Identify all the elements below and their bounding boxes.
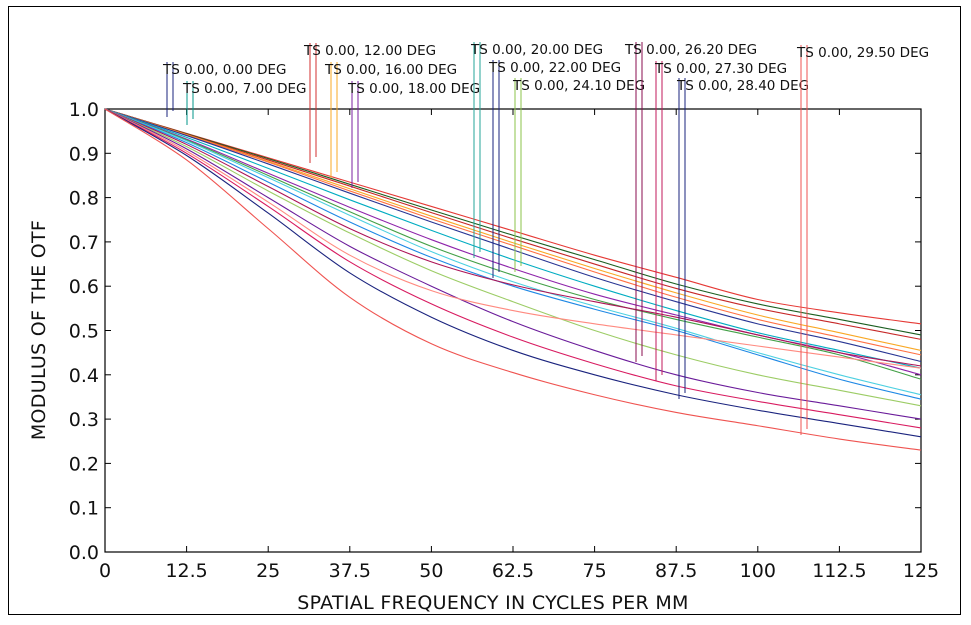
x-tick-label: 62.5 [492, 560, 534, 582]
y-tick-label: 0.3 [69, 409, 99, 431]
x-tick-label: 50 [419, 560, 443, 582]
y-tick-label: 0.5 [69, 321, 99, 343]
field-label: TS 0.00, 18.00 DEG [347, 81, 480, 97]
mtf-curve-1 [104, 108, 922, 325]
mtf-curve-16 [104, 108, 922, 429]
y-tick-label: 0.6 [69, 276, 99, 298]
y-tick-label: 0.2 [69, 453, 99, 475]
y-axis-title: MODULUS OF THE OTF [28, 220, 50, 440]
mtf-curve-7 [104, 108, 922, 369]
y-tick-label: 0.1 [69, 498, 99, 520]
mtf-curve-2 [104, 108, 922, 336]
mtf-curve-17 [104, 108, 922, 438]
mtf-curve-6 [104, 108, 922, 363]
field-label: TS 0.00, 0.00 DEG [162, 62, 286, 78]
x-tick-label: 25 [256, 560, 280, 582]
chart-frame [8, 6, 961, 615]
field-label: TS 0.00, 29.50 DEG [796, 45, 929, 61]
y-tick-label: 0.7 [69, 232, 99, 254]
mtf-curve-18 [104, 108, 922, 451]
x-axis-title: SPATIAL FREQUENCY IN CYCLES PER MM [297, 592, 688, 614]
field-label: TS 0.00, 22.00 DEG [488, 60, 621, 76]
field-label: TS 0.00, 20.00 DEG [470, 42, 603, 58]
x-tick-label: 0 [99, 560, 111, 582]
mtf-curve-9 [104, 108, 922, 380]
x-tick-label: 37.5 [329, 560, 371, 582]
y-tick-label: 1.0 [69, 99, 99, 121]
field-label: TS 0.00, 24.10 DEG [512, 78, 645, 94]
mtf-curve-12 [104, 108, 922, 367]
y-tick-label: 0.4 [69, 365, 99, 387]
y-tick-label: 0.8 [69, 188, 99, 210]
mtf-curve-10 [104, 108, 922, 396]
axes [104, 108, 922, 553]
x-tick-label: 87.5 [655, 560, 697, 582]
series-group [104, 108, 922, 451]
y-tick-label: 0.0 [69, 542, 99, 564]
field-label: TS 0.00, 12.00 DEG [303, 43, 436, 59]
field-labels-group: TS 0.00, 0.00 DEG TS 0.00, 7.00 DEG TS 0.0… [162, 42, 929, 435]
field-label: TS 0.00, 16.00 DEG [324, 62, 457, 78]
mtf-curve-15 [104, 108, 922, 369]
mtf-curve-4 [104, 108, 922, 351]
x-tick-label: 100 [740, 560, 776, 582]
field-label: TS 0.00, 7.00 DEG [182, 81, 306, 97]
field-label: TS 0.00, 27.30 DEG [654, 61, 787, 77]
mtf-curve-11 [104, 108, 922, 400]
y-tick-label: 0.9 [69, 143, 99, 165]
x-tick-label: 125 [903, 560, 939, 582]
mtf-curve-13 [104, 108, 922, 407]
x-tick-label: 75 [583, 560, 607, 582]
mtf-curve-3 [104, 108, 922, 340]
tick-labels-group: 0 12.5 25 37.5 50 62.5 75 87.5 100 112.5 125 0.0 0.1… [69, 99, 939, 582]
field-label: TS 0.00, 26.20 DEG [624, 42, 757, 58]
mtf-curve-5 [104, 108, 922, 356]
x-tick-label: 12.5 [165, 560, 207, 582]
field-label: TS 0.00, 28.40 DEG [676, 78, 809, 94]
x-tick-label: 112.5 [812, 560, 866, 582]
mtf-curve-14 [104, 108, 922, 420]
